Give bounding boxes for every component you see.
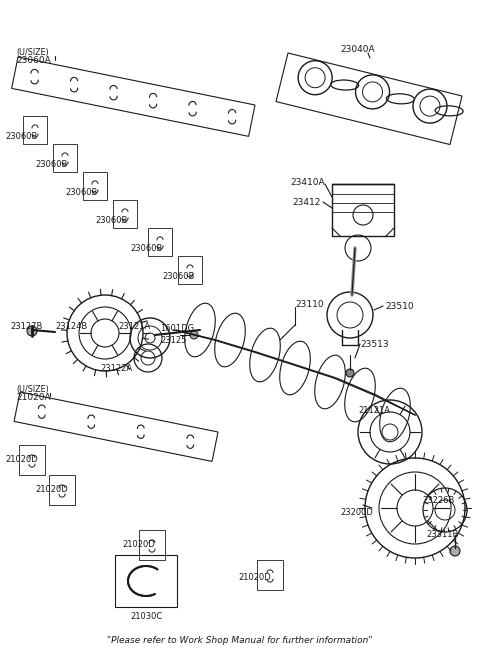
Text: 23121A: 23121A: [118, 322, 150, 331]
Circle shape: [346, 369, 354, 377]
Bar: [178, 256, 202, 284]
Circle shape: [27, 326, 37, 336]
Text: 23040A: 23040A: [340, 45, 374, 54]
Bar: [257, 560, 283, 590]
Text: 23060B: 23060B: [5, 132, 37, 141]
Bar: [148, 228, 172, 256]
Bar: [19, 445, 45, 475]
Text: 23060A: 23060A: [16, 56, 51, 65]
Text: 23513: 23513: [360, 340, 389, 349]
Bar: [49, 475, 75, 505]
Text: 21020D: 21020D: [35, 485, 68, 494]
Bar: [53, 144, 77, 172]
Text: 23060B: 23060B: [65, 188, 97, 197]
Text: 21030C: 21030C: [130, 612, 162, 621]
Text: 23412: 23412: [292, 198, 320, 207]
Text: 23060B: 23060B: [35, 160, 67, 169]
Bar: [23, 116, 47, 144]
Bar: [113, 200, 137, 228]
Bar: [332, 184, 394, 236]
Text: 21020D: 21020D: [238, 573, 271, 582]
Text: 21121A: 21121A: [358, 406, 390, 415]
Text: (U/SIZE): (U/SIZE): [16, 385, 49, 394]
Text: 23200D: 23200D: [340, 508, 373, 517]
Bar: [115, 555, 177, 607]
Text: "Please refer to Work Shop Manual for further information": "Please refer to Work Shop Manual for fu…: [107, 636, 373, 645]
Text: 23510: 23510: [385, 302, 414, 311]
Text: 23410A: 23410A: [290, 178, 324, 187]
Text: 23060B: 23060B: [95, 216, 127, 225]
Text: 1601DG: 1601DG: [160, 324, 194, 333]
Text: 23122A: 23122A: [100, 364, 132, 373]
Bar: [83, 172, 107, 200]
Text: 21020D: 21020D: [122, 540, 155, 549]
Text: 23110: 23110: [295, 300, 324, 309]
Circle shape: [190, 331, 198, 339]
Text: 23226B: 23226B: [422, 496, 455, 505]
Text: 23124B: 23124B: [55, 322, 87, 331]
Text: 23060B: 23060B: [130, 244, 162, 253]
Text: 23127B: 23127B: [10, 322, 42, 331]
Text: 23125: 23125: [160, 336, 186, 345]
Text: 21020D: 21020D: [5, 455, 38, 464]
Text: (U/SIZE): (U/SIZE): [16, 48, 49, 57]
Text: 21020A: 21020A: [16, 393, 50, 402]
Circle shape: [450, 546, 460, 556]
Bar: [139, 530, 165, 560]
Text: 23060B: 23060B: [162, 272, 194, 281]
Text: 23311B: 23311B: [426, 530, 458, 539]
